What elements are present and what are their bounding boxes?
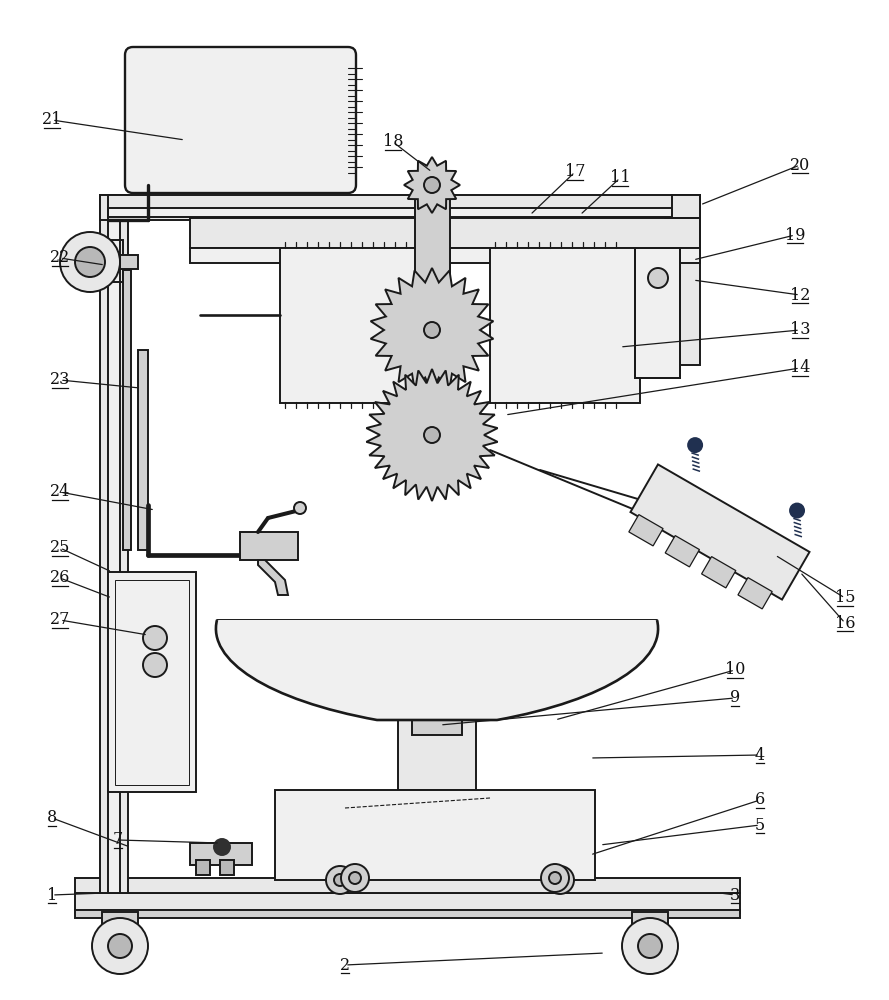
Circle shape (541, 864, 569, 892)
Circle shape (423, 321, 441, 339)
Text: 14: 14 (789, 360, 810, 376)
Circle shape (341, 864, 369, 892)
Circle shape (622, 918, 678, 974)
Bar (100, 195, 700, 220)
Circle shape (75, 247, 105, 277)
Bar (100, 195, 128, 893)
Bar (190, 843, 252, 865)
Circle shape (334, 874, 346, 886)
Bar (398, 720, 476, 790)
Text: 9: 9 (730, 690, 741, 706)
Text: 10: 10 (725, 662, 745, 678)
Text: 24: 24 (50, 484, 70, 500)
Circle shape (412, 310, 452, 350)
Circle shape (424, 322, 440, 338)
Text: 11: 11 (610, 169, 630, 186)
Circle shape (143, 626, 167, 650)
Circle shape (60, 232, 120, 292)
Polygon shape (366, 369, 498, 501)
Polygon shape (629, 515, 663, 546)
Text: 15: 15 (835, 589, 855, 606)
PathPatch shape (216, 620, 658, 720)
Circle shape (688, 438, 702, 452)
Bar (108, 208, 698, 217)
Bar (490, 248, 640, 403)
Bar (632, 912, 668, 930)
Circle shape (326, 866, 354, 894)
Bar (635, 248, 680, 378)
Text: 5: 5 (755, 816, 765, 834)
Bar (412, 720, 462, 735)
Circle shape (294, 502, 306, 514)
Bar (190, 248, 700, 263)
Polygon shape (371, 268, 493, 392)
Bar (672, 195, 700, 365)
Text: 1: 1 (47, 886, 57, 904)
Circle shape (412, 415, 452, 455)
Polygon shape (258, 560, 288, 595)
Text: 25: 25 (50, 540, 70, 556)
Polygon shape (665, 536, 700, 567)
Bar (220, 860, 234, 875)
Text: 16: 16 (835, 614, 855, 632)
Text: 17: 17 (565, 163, 585, 180)
Circle shape (422, 175, 442, 195)
Bar (635, 248, 680, 378)
Circle shape (424, 177, 440, 193)
Text: 6: 6 (755, 792, 765, 808)
Bar (138, 350, 148, 550)
Circle shape (143, 653, 167, 677)
Polygon shape (404, 157, 460, 213)
Text: 12: 12 (789, 286, 810, 304)
Text: 13: 13 (789, 322, 810, 338)
Polygon shape (738, 578, 773, 609)
Circle shape (349, 872, 361, 884)
Bar (240, 532, 298, 560)
Bar (115, 580, 189, 785)
Circle shape (549, 872, 561, 884)
Text: 21: 21 (42, 111, 62, 128)
Polygon shape (630, 464, 810, 600)
Bar (190, 218, 700, 248)
Text: 19: 19 (785, 227, 805, 243)
Bar (415, 185, 450, 435)
Circle shape (424, 427, 440, 443)
Circle shape (214, 839, 230, 855)
Bar (275, 790, 595, 880)
Text: 20: 20 (789, 156, 810, 174)
Bar (280, 248, 450, 403)
Bar (75, 910, 740, 918)
Circle shape (92, 918, 148, 974)
Bar (108, 195, 120, 893)
Text: 26: 26 (50, 570, 70, 586)
Circle shape (546, 866, 574, 894)
Text: 4: 4 (755, 746, 765, 764)
Bar (196, 860, 210, 875)
Circle shape (427, 180, 437, 190)
Bar (78, 240, 123, 282)
Bar (123, 270, 131, 550)
Text: 3: 3 (730, 886, 741, 904)
Text: 2: 2 (340, 956, 350, 974)
Text: 8: 8 (47, 810, 57, 826)
Bar (75, 893, 740, 913)
Circle shape (554, 874, 566, 886)
Circle shape (790, 504, 804, 518)
Text: 23: 23 (50, 371, 70, 388)
Circle shape (108, 934, 132, 958)
Circle shape (423, 426, 441, 444)
FancyBboxPatch shape (125, 47, 356, 193)
Polygon shape (701, 557, 736, 588)
Circle shape (638, 934, 662, 958)
Text: 18: 18 (383, 133, 404, 150)
Text: 27: 27 (50, 611, 70, 629)
Circle shape (648, 268, 668, 288)
Text: 7: 7 (113, 832, 123, 848)
Bar (120, 255, 138, 269)
Bar (75, 878, 740, 893)
Bar (102, 912, 138, 930)
Bar (108, 572, 196, 792)
Text: 22: 22 (50, 249, 70, 266)
